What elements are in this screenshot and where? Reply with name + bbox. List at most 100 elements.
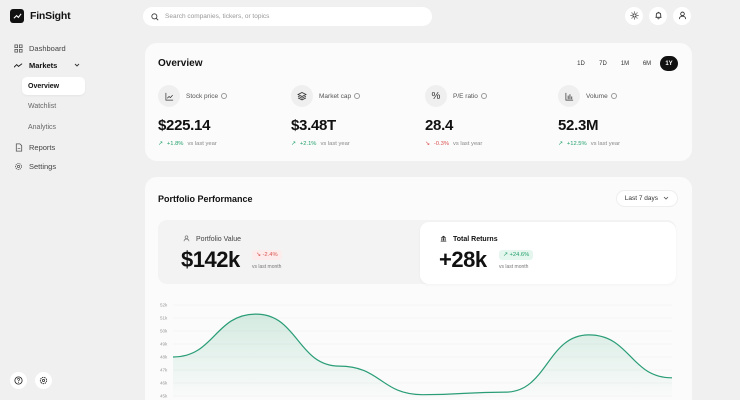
arrow-up-right-icon: ↗ — [558, 141, 563, 147]
stat-change-badge: ↗ +24.6% — [499, 250, 534, 260]
chevron-down-icon — [663, 195, 669, 203]
overview-title: Overview — [158, 58, 203, 69]
stat-label: Total Returns — [453, 236, 498, 243]
sidebar-item-label: Dashboard — [29, 43, 66, 53]
sidebar-item-label: Analytics — [28, 123, 57, 131]
metric-value: 52.3M — [558, 117, 599, 134]
sidebar-item-markets[interactable]: Markets — [14, 57, 86, 73]
metric-label: P/E ratio — [453, 92, 478, 100]
stat-portfolio-value: Portfolio Value $142k ↘ -2.4% vs last mo… — [158, 220, 420, 284]
range-1y[interactable]: 1Y — [660, 56, 678, 71]
metric-value: 28.4 — [425, 117, 453, 134]
portfolio-chart: 52k 51k 50k 49k 48k 47k 46k 45k — [145, 297, 692, 400]
info-icon[interactable] — [610, 93, 617, 99]
portfolio-title: Portfolio Performance — [158, 194, 253, 204]
help-icon — [14, 372, 23, 390]
stat-total-returns: Total Returns +28k ↗ +24.6% vs last mont… — [420, 222, 676, 284]
stat-change-badge: ↘ -2.4% — [252, 250, 282, 260]
metric-suffix: vs last year — [320, 141, 350, 147]
metric-value: $3.48T — [291, 117, 336, 134]
arrow-up-right-icon: ↗ — [503, 252, 508, 258]
settings-button[interactable] — [35, 372, 52, 389]
svg-text:45k: 45k — [160, 394, 168, 399]
portfolio-performance-card: Portfolio Performance Last 7 days Portfo… — [145, 177, 692, 400]
brand[interactable]: FinSight — [10, 9, 71, 23]
sidebar-item-label: Settings — [29, 161, 57, 171]
area-chart: 52k 51k 50k 49k 48k 47k 46k 45k — [160, 303, 673, 400]
metric-suffix: vs last year — [590, 141, 621, 147]
search-icon — [151, 8, 159, 26]
range-1m[interactable]: 1M — [620, 60, 630, 67]
metric-value: $225.14 — [158, 117, 211, 134]
info-icon[interactable] — [480, 93, 487, 99]
svg-text:49k: 49k — [160, 342, 168, 347]
file-icon — [14, 142, 23, 152]
stat-change: -2.4% — [262, 252, 278, 258]
sidebar-item-settings[interactable]: Settings — [14, 158, 86, 174]
bell-icon — [654, 7, 663, 25]
stat-value: +28k — [439, 247, 487, 272]
svg-text:50k: 50k — [160, 329, 168, 334]
svg-text:46k: 46k — [160, 381, 168, 386]
trending-up-icon — [14, 61, 23, 70]
search-input[interactable] — [165, 13, 415, 20]
stat-label: Portfolio Value — [196, 236, 242, 243]
metric-label: Stock price — [186, 92, 219, 100]
sidebar-item-watchlist[interactable]: Watchlist — [22, 97, 85, 115]
overview-card: Overview 1D 7D 1M 6M 1Y Stock price $225… — [145, 43, 692, 161]
sidebar-item-dashboard[interactable]: Dashboard — [14, 40, 86, 56]
svg-text:52k: 52k — [160, 303, 168, 308]
metric-pe-ratio: % P/E ratio 28.4 ↘ -0.3% vs last year — [425, 85, 555, 147]
user-icon — [678, 7, 687, 25]
bank-icon — [440, 235, 447, 244]
sun-icon — [629, 7, 639, 25]
grid-icon — [14, 43, 23, 53]
range-6m[interactable]: 6M — [642, 60, 652, 67]
trending-up-icon — [10, 9, 24, 23]
metric-suffix: vs last year — [187, 141, 217, 147]
portfolio-stats: Portfolio Value $142k ↘ -2.4% vs last mo… — [158, 220, 676, 284]
metric-market-cap: Market cap $3.48T ↗ +2.1% vs last year — [291, 85, 421, 147]
arrow-up-right-icon: ↗ — [158, 141, 163, 147]
arrow-down-right-icon: ↘ — [425, 141, 430, 147]
help-button[interactable] — [10, 372, 27, 389]
theme-toggle-button[interactable] — [625, 7, 643, 25]
notifications-button[interactable] — [649, 7, 667, 25]
profile-button[interactable] — [673, 7, 691, 25]
sidebar-item-reports[interactable]: Reports — [14, 139, 86, 155]
percent-icon: % — [425, 85, 447, 107]
metric-stock-price: Stock price $225.14 ↗ +1.8% vs last year — [158, 85, 288, 147]
sidebar-item-label: Markets — [29, 60, 58, 70]
chevron-down-icon[interactable] — [74, 61, 80, 70]
line-chart-icon — [158, 85, 180, 107]
stat-value: $142k — [181, 247, 240, 272]
svg-text:47k: 47k — [160, 368, 168, 373]
metric-suffix: vs last year — [453, 141, 483, 147]
sidebar-item-overview[interactable]: Overview — [22, 77, 85, 95]
user-icon — [183, 235, 190, 244]
metric-label: Volume — [586, 92, 608, 100]
range-7d[interactable]: 7D — [599, 60, 607, 67]
info-icon[interactable] — [221, 93, 228, 99]
stat-change: +24.6% — [509, 252, 530, 258]
range-1d[interactable]: 1D — [577, 60, 585, 67]
sidebar-item-label: Watchlist — [28, 102, 57, 110]
search-bar[interactable] — [143, 7, 432, 26]
sidebar-item-label: Reports — [29, 142, 56, 152]
sidebar-item-label: Overview — [28, 82, 60, 90]
settings-icon — [39, 372, 48, 390]
svg-text:51k: 51k — [160, 316, 168, 321]
info-icon[interactable] — [354, 93, 361, 99]
stat-suffix: vs last month — [252, 264, 282, 270]
sidebar-item-analytics[interactable]: Analytics — [22, 118, 85, 136]
sidebar: FinSight Dashboard Markets Overview Watc… — [0, 0, 140, 400]
arrow-down-right-icon: ↘ — [256, 252, 261, 258]
app-name: FinSight — [30, 10, 71, 22]
period-dropdown[interactable]: Last 7 days — [615, 190, 678, 207]
stat-suffix: vs last month — [499, 264, 529, 270]
metric-volume: Volume 52.3M ↗ +12.5% vs last year — [558, 85, 688, 147]
bar-chart-icon — [558, 85, 580, 107]
range-selector: 1D 7D 1M 6M 1Y — [572, 56, 678, 71]
gear-icon — [14, 162, 23, 171]
metric-change: -0.3% — [433, 141, 450, 147]
